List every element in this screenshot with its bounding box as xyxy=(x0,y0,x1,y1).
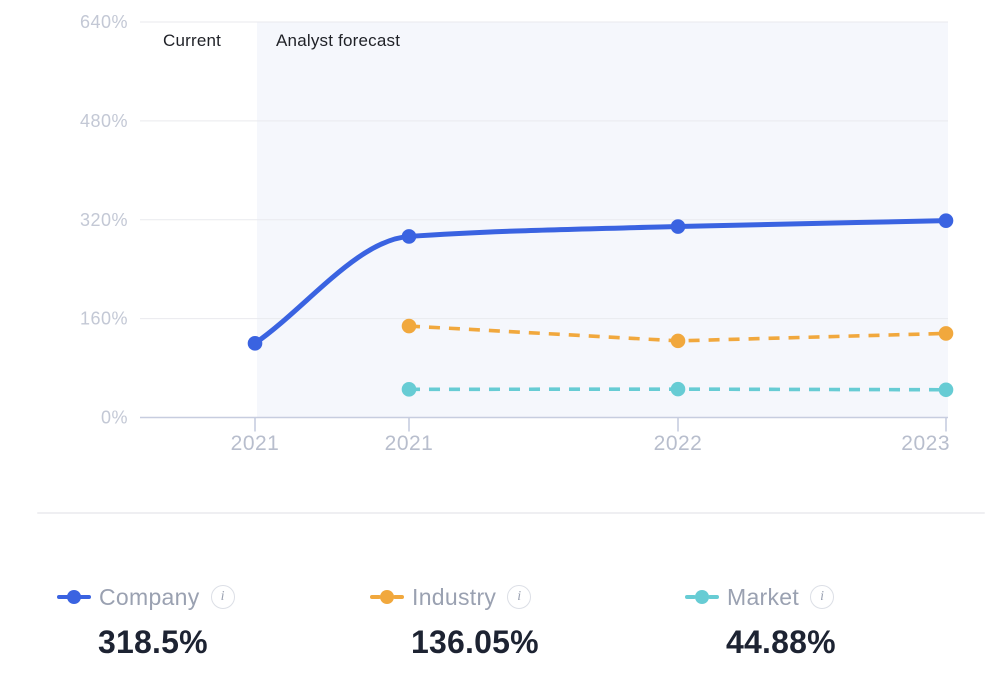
x-axis-tick-label: 2023 xyxy=(901,432,950,455)
analyst-forecast-region-label: Analyst forecast xyxy=(276,31,401,50)
legend-item-industry: Industry i 136.05% xyxy=(370,583,539,661)
chart-canvas: 640% 480% 320% 160% 0% 2021 2021 2022 2023 xyxy=(80,12,954,455)
legend-item-market: Market i 44.88% xyxy=(685,583,836,661)
data-point-market[interactable] xyxy=(401,382,417,397)
industry-value: 136.05% xyxy=(411,624,539,660)
x-axis-tick-label: 2021 xyxy=(385,432,434,455)
y-axis-tick-label: 0% xyxy=(101,408,128,428)
data-point-market[interactable] xyxy=(670,381,686,397)
data-point-company[interactable] xyxy=(247,336,263,351)
market-series-marker xyxy=(685,589,719,605)
company-series-marker xyxy=(57,589,91,605)
industry-series-marker xyxy=(370,589,404,605)
info-icon[interactable]: i xyxy=(210,585,235,609)
growth-forecast-chart: 640% 480% 320% 160% 0% 2021 2021 2022 2023 Curre… xyxy=(80,12,954,455)
series-line-company xyxy=(253,218,947,346)
data-point-company[interactable] xyxy=(938,213,954,228)
legend-item-company: Company i 318.5% xyxy=(57,583,235,661)
data-point-industry[interactable] xyxy=(670,333,686,349)
data-point-industry[interactable] xyxy=(938,326,954,341)
company-value: 318.5% xyxy=(98,624,208,660)
current-region-label: Current xyxy=(163,31,222,50)
legend-label-market: Market xyxy=(727,583,800,610)
legend-label-company: Company xyxy=(99,583,200,610)
data-point-market[interactable] xyxy=(938,382,954,398)
y-axis-tick-label: 640% xyxy=(80,12,128,32)
section-divider xyxy=(37,512,985,514)
data-point-company[interactable] xyxy=(670,219,686,234)
chart-legend: Company i 318.5% Industry i 136.05% Mark… xyxy=(0,583,1006,683)
data-point-company[interactable] xyxy=(401,229,417,244)
legend-label-industry: Industry xyxy=(412,583,497,610)
info-icon[interactable]: i xyxy=(810,585,835,609)
market-value: 44.88% xyxy=(726,624,836,660)
info-icon[interactable]: i xyxy=(507,585,532,609)
x-axis-tick-label: 2022 xyxy=(654,432,703,455)
y-axis-tick-label: 480% xyxy=(80,111,128,131)
y-axis-tick-label: 320% xyxy=(80,210,128,230)
x-axis-tick-label: 2021 xyxy=(231,432,280,455)
y-axis-tick-label: 160% xyxy=(80,309,128,329)
data-point-industry[interactable] xyxy=(401,318,417,334)
